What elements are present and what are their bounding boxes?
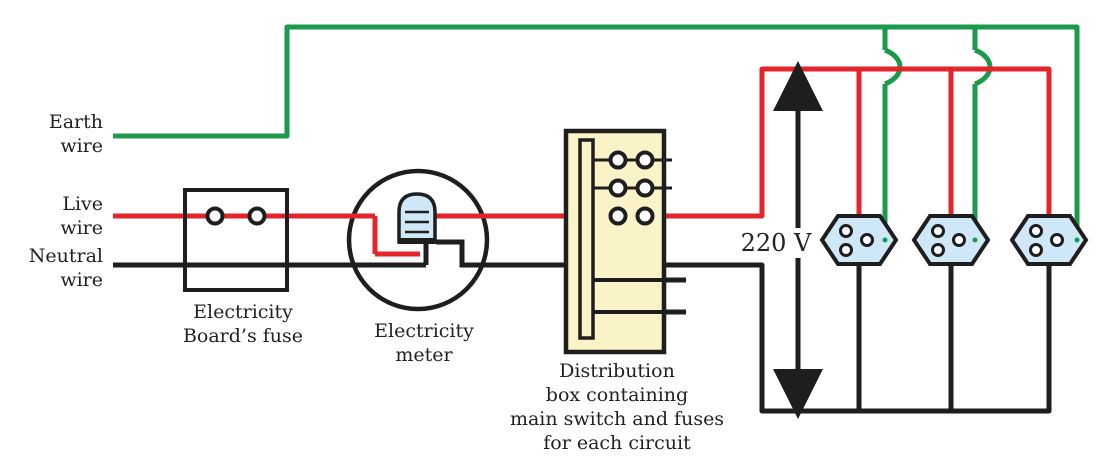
earth-label-line2: wire [60, 135, 103, 157]
socket-terminals [882, 237, 1080, 243]
fuse-box-icon [183, 188, 289, 292]
live-label-line2: wire [60, 217, 103, 239]
voltage-arrow [736, 60, 823, 419]
meter-label-line2: meter [395, 344, 453, 366]
electricity-meter-icon [346, 168, 490, 312]
distribution-label-line3: main switch and fuses [510, 408, 724, 430]
fuse-label-line2: Board’s fuse [183, 325, 303, 347]
distribution-label-line4: for each circuit [543, 432, 691, 454]
fuse-label-line1: Electricity [193, 301, 293, 323]
meter-label-line1: Electricity [374, 320, 474, 342]
neutral-label-line2: wire [60, 269, 103, 291]
socket-icon [819, 214, 899, 266]
socket-icon [1009, 214, 1089, 266]
voltage-label: 220 V [741, 229, 812, 257]
socket-icon [911, 214, 991, 266]
distribution-label-line2: box containing [546, 384, 688, 406]
distribution-box-icon [563, 128, 686, 355]
distribution-label-line1: Distribution [559, 360, 675, 382]
neutral-label-line1: Neutral [29, 245, 103, 267]
earth-label-line1: Earth [49, 111, 103, 133]
live-label-line1: Live [62, 193, 103, 215]
